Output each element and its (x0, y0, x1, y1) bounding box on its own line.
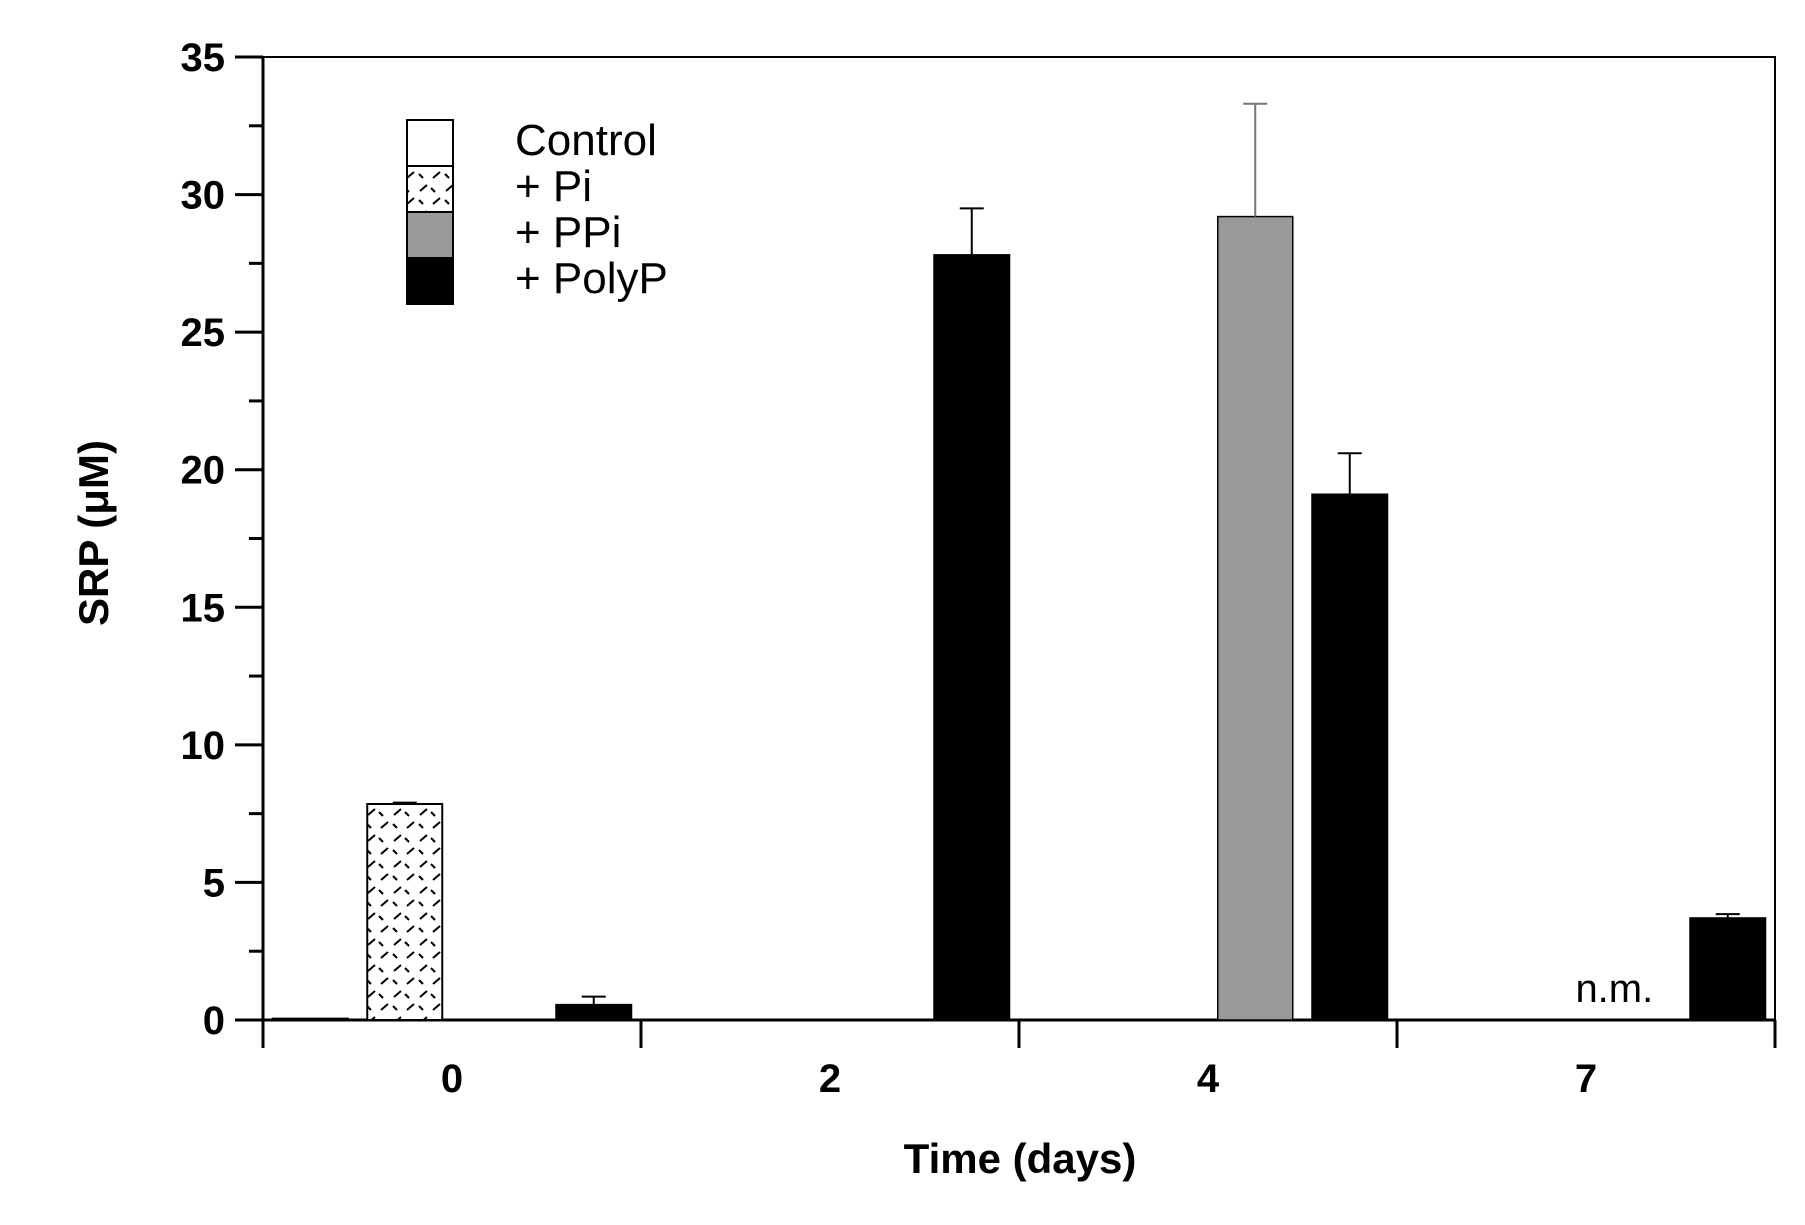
error-bar-polyp-day-7 (1715, 913, 1740, 919)
legend-item-ppi: + PPi (406, 208, 621, 259)
y-tick-label: 20 (181, 449, 226, 493)
legend-swatch (406, 119, 454, 167)
error-bar-polyp-day-0 (581, 995, 606, 1005)
legend-label: Control (515, 116, 657, 165)
bar-polyp-day-7 (1689, 917, 1767, 1021)
bar-polyp-day-4 (1311, 493, 1389, 1021)
error-bars (392, 102, 1740, 1005)
legend-label: + Pi (515, 162, 592, 211)
y-tick-label: 10 (181, 724, 226, 768)
bars (271, 215, 1767, 1022)
annotation-not-measured: n.m. (1575, 967, 1653, 1011)
legend-item-polyp: + PolyP (406, 254, 668, 305)
y-axis: 0 5 10 15 20 25 30 35 (181, 36, 265, 1043)
error-bar-polyp-day-2 (959, 207, 984, 256)
x-axis-title: Time (days) (904, 1135, 1137, 1182)
y-tick-label: 30 (181, 174, 226, 218)
bar-polyp-day-0 (555, 1003, 633, 1021)
y-axis-title: SRP (μM) (70, 440, 117, 626)
y-tick-label: 15 (181, 586, 226, 630)
legend-label: + PolyP (515, 254, 668, 303)
y-tick-label: 5 (203, 861, 225, 905)
legend: Control+ Pi+ PPi+ PolyP (406, 116, 668, 305)
plot-frame (262, 56, 1776, 1021)
bar-control-day-0 (271, 1017, 349, 1022)
x-axis: 0 2 4 7 (261, 1018, 1777, 1101)
legend-item-control: Control (406, 116, 657, 167)
bar-ppi-day-4 (1217, 215, 1294, 1021)
x-tick-label: 0 (441, 1057, 463, 1101)
legend-item-pi: + Pi (406, 162, 592, 213)
bar-pi-day-0 (366, 803, 444, 1022)
bar-polyp-day-2 (933, 254, 1011, 1022)
x-tick-label: 4 (1197, 1057, 1220, 1101)
legend-label: + PPi (515, 208, 621, 257)
error-bar-polyp-day-4 (1337, 452, 1362, 495)
y-tick-label: 35 (181, 36, 226, 80)
error-bar-ppi-day-4 (1243, 102, 1268, 217)
x-tick-label: 7 (1575, 1057, 1597, 1101)
plot-area-border (262, 56, 1776, 1021)
y-tick-label: 25 (181, 311, 226, 355)
legend-swatch (406, 211, 454, 259)
x-tick-label: 2 (819, 1057, 841, 1101)
legend-swatch (406, 257, 454, 305)
legend-swatch (406, 165, 454, 213)
y-tick-label: 0 (203, 999, 225, 1043)
annotations: n.m. (1575, 967, 1653, 1011)
error-bar-pi-day-0 (392, 801, 417, 805)
